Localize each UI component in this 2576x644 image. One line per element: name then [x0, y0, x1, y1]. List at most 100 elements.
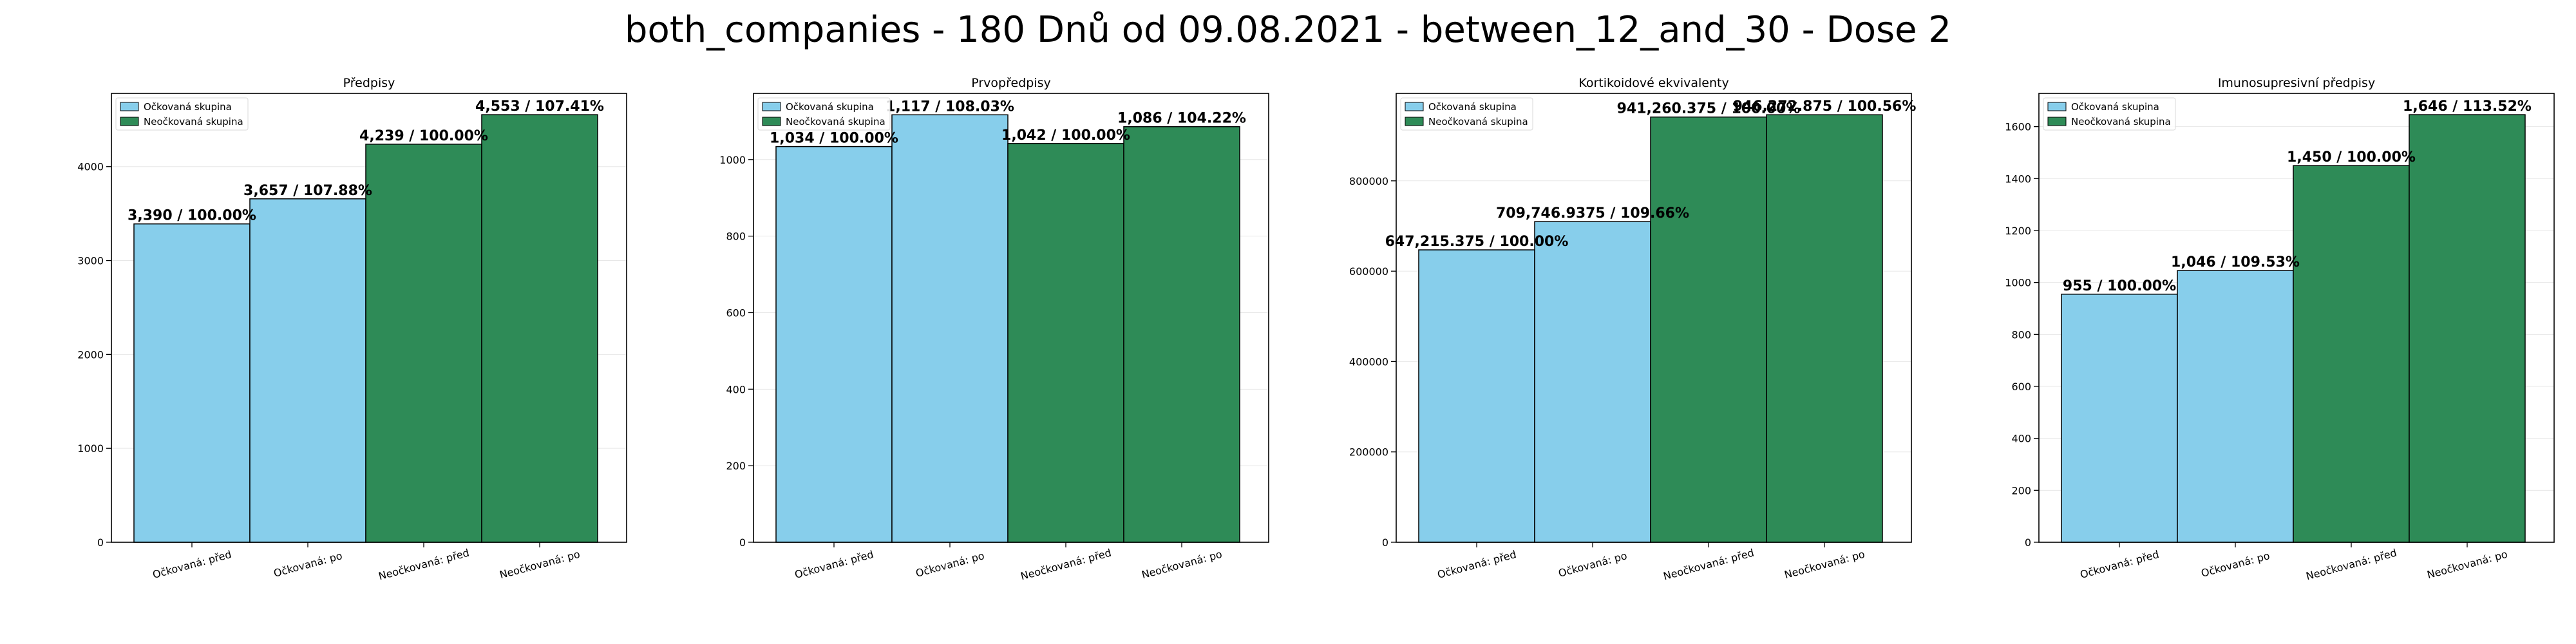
x-tick-label: Očkovaná: po [2200, 549, 2271, 580]
legend-label: Očkovaná skupina [2071, 101, 2159, 113]
chart-title: Kortikoidové ekvivalenty [1578, 76, 1728, 90]
bar [1418, 249, 1535, 543]
x-tick-label: Neočkovaná: před [2305, 547, 2398, 583]
figure-title: both_companies - 180 Dnů od 09.08.2021 -… [624, 9, 1952, 51]
legend-swatch [120, 102, 139, 111]
bar [1534, 221, 1651, 543]
legend-box [757, 97, 891, 131]
axes-frame [753, 93, 1269, 543]
bar [1650, 116, 1767, 543]
bar-value-label: 3,390 / 100.00% [128, 208, 256, 224]
x-tick-label: Neočkovaná: po [498, 548, 582, 582]
x-tick-label: Neočkovaná: po [1783, 548, 1866, 582]
y-tick-label: 0 [739, 536, 746, 549]
chart-title: Imunosupresivní předpisy [2218, 76, 2375, 90]
x-tick-label: Očkovaná: po [1557, 549, 1629, 580]
x-tick-label: Očkovaná: po [914, 549, 986, 580]
bar [775, 146, 893, 543]
x-tick-label: Neočkovaná: po [1141, 548, 1224, 582]
y-tick-label: 0 [2025, 536, 2031, 549]
y-tick-label: 1400 [2005, 173, 2031, 185]
y-tick-label: 800 [2011, 328, 2031, 341]
bar-value-label: 1,450 / 100.00% [2287, 149, 2416, 166]
y-tick-label: 200 [726, 460, 746, 472]
legend: Očkovaná skupina Neočkovaná skupina [757, 97, 891, 131]
legend-label: Očkovaná skupina [144, 101, 232, 113]
bar [1766, 114, 1883, 543]
bar [1007, 143, 1124, 543]
bar-value-label: 709,746.9375 / 109.66% [1496, 205, 1689, 222]
bar-value-label: 941,260.375 / 100.00% [1617, 101, 1801, 117]
legend-label: Očkovaná skupina [786, 101, 874, 113]
x-tick-label: Očkovaná: před [2079, 548, 2161, 581]
y-tick-label: 0 [1382, 536, 1388, 549]
x-tick-label: Neočkovaná: po [2426, 548, 2509, 582]
chart-panel-prvopredpisy: 1,034 / 100.00% 1,117 / 108.03% 1,042 / 10… [719, 76, 1269, 583]
legend-box [115, 97, 249, 131]
y-tick-label: 800 [726, 231, 746, 243]
bar-value-label: 647,215.375 / 100.00% [1385, 234, 1569, 250]
legend-swatch [1405, 117, 1424, 126]
bar-value-label: 4,553 / 107.41% [475, 99, 604, 115]
legend: Očkovaná skupina Neočkovaná skupina [2043, 97, 2176, 131]
y-tick-label: 800000 [1349, 175, 1388, 187]
legend-label: Neočkovaná skupina [786, 116, 886, 128]
legend-label: Očkovaná skupina [1428, 101, 1517, 113]
legend-swatch [2047, 117, 2067, 126]
y-tick-label: 200 [2011, 484, 2031, 497]
x-tick-label: Očkovaná: před [151, 548, 233, 581]
axes-frame [111, 93, 627, 543]
bar-value-label: 1,042 / 100.00% [1001, 128, 1130, 144]
legend: Očkovaná skupina Neočkovaná skupina [1400, 97, 1533, 131]
x-tick-label: Očkovaná: před [1436, 548, 1518, 581]
y-tick-label: 400 [726, 383, 746, 395]
bar [1123, 126, 1240, 543]
x-tick-label: Očkovaná: po [272, 549, 344, 580]
y-tick-label: 1000 [719, 154, 746, 166]
bar-value-label: 1,034 / 100.00% [770, 131, 898, 147]
chart-panel-imunosupresivni-predpisy: 955 / 100.00% 1,046 / 109.53% 1,450 / 100.… [2005, 76, 2555, 583]
x-tick-label: Neočkovaná: před [377, 547, 471, 583]
legend-swatch [2047, 102, 2067, 111]
chart-title: Prvopředpisy [971, 76, 1051, 90]
bar-value-label: 955 / 100.00% [2063, 278, 2176, 294]
x-tick-label: Neočkovaná: před [1019, 547, 1113, 583]
x-tick-label: Očkovaná: před [793, 548, 875, 581]
bar-value-label: 946,272.875 / 100.56% [1733, 99, 1917, 115]
bar-value-label: 1,046 / 109.53% [2171, 254, 2300, 270]
legend-label: Neočkovaná skupina [144, 116, 243, 128]
bar [2177, 270, 2294, 543]
y-tick-label: 1600 [2005, 121, 2031, 133]
bar-value-label: 1,086 / 104.22% [1117, 111, 1246, 127]
y-tick-label: 0 [97, 536, 104, 549]
bar-value-label: 1,646 / 113.52% [2403, 99, 2532, 115]
y-tick-label: 400000 [1349, 355, 1388, 368]
y-tick-label: 600000 [1349, 265, 1388, 278]
y-tick-label: 4000 [77, 161, 104, 173]
legend-box [2043, 97, 2176, 131]
bar [365, 144, 482, 543]
bar-value-label: 1,117 / 108.03% [886, 99, 1014, 115]
bar [891, 114, 1009, 543]
chart-panel-kortikoidove-ekvivalenty: 647,215.375 / 100.00% 709,746.9375 / 109.… [1349, 76, 1916, 583]
chart-panel-predpisy: 3,390 / 100.00% 3,657 / 107.88% 4,239 / 10… [77, 76, 627, 583]
legend-label: Neočkovaná skupina [1428, 116, 1528, 128]
bar [2293, 165, 2410, 543]
y-tick-label: 3000 [77, 255, 104, 267]
chart-title: Předpisy [343, 76, 395, 90]
legend-box [1400, 97, 1533, 131]
bar [133, 223, 251, 543]
bar-value-label: 3,657 / 107.88% [243, 183, 372, 199]
bar-value-label: 4,239 / 100.00% [359, 128, 488, 144]
y-tick-label: 1000 [77, 442, 104, 455]
x-tick-label: Neočkovaná: před [1662, 547, 1756, 583]
y-tick-label: 2000 [77, 348, 104, 361]
legend-swatch [1405, 102, 1424, 111]
y-tick-label: 200000 [1349, 446, 1388, 459]
axes-frame [2038, 93, 2555, 543]
legend: Očkovaná skupina Neočkovaná skupina [115, 97, 249, 131]
bar [249, 198, 366, 543]
y-tick-label: 600 [726, 307, 746, 319]
legend-label: Neočkovaná skupina [2071, 116, 2171, 128]
bar [481, 114, 598, 543]
